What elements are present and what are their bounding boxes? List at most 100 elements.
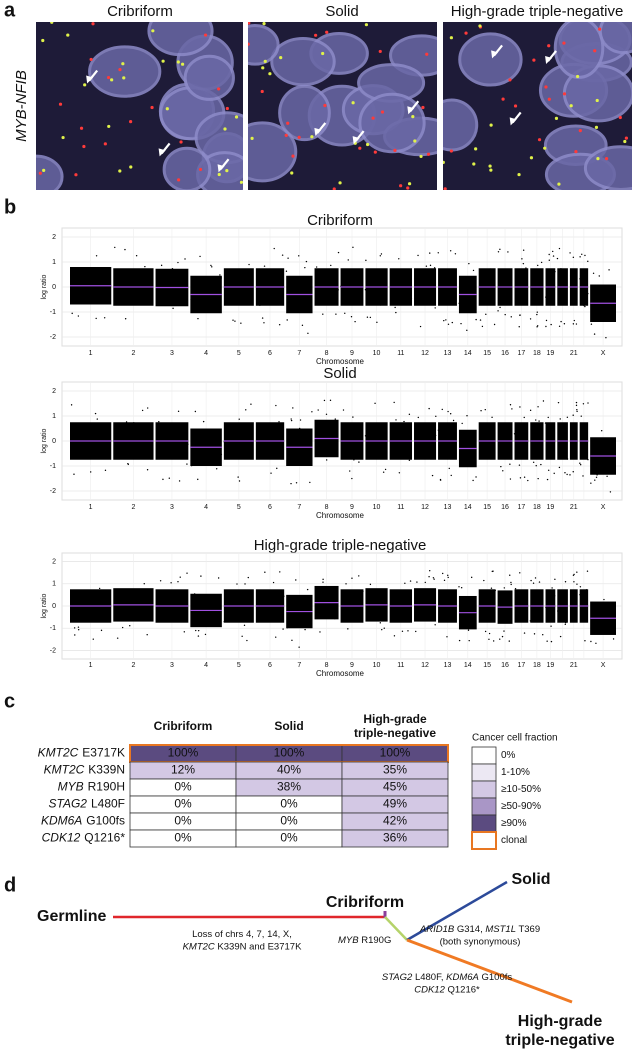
x-tick-label: 3 <box>170 662 174 669</box>
gene-name: KMT2C <box>44 763 85 777</box>
outlier-point <box>509 463 511 465</box>
outlier-point <box>117 271 119 273</box>
outlier-point <box>537 406 539 408</box>
fish-signal <box>198 167 203 172</box>
outlier-point <box>521 258 523 260</box>
outlier-point <box>470 576 473 579</box>
outlier-point <box>519 314 521 316</box>
outlier-point <box>612 638 615 640</box>
outlier-point <box>499 248 501 251</box>
outlier-point <box>545 325 547 328</box>
fish-signal <box>501 97 505 101</box>
outlier-point <box>77 626 80 628</box>
micrograph <box>36 22 243 190</box>
y-tick-label: 1 <box>52 581 56 588</box>
outlier-point <box>460 322 462 325</box>
outlier-point <box>584 441 586 444</box>
outlier-point <box>73 627 76 629</box>
outlier-point <box>516 423 519 426</box>
fish-signal <box>598 27 602 31</box>
outlier-point <box>241 291 244 294</box>
x-tick-label: 13 <box>444 350 452 357</box>
outlier-point <box>290 418 292 420</box>
outlier-point <box>503 587 506 589</box>
column-header: Cribriform <box>154 719 213 733</box>
legend-label: ≥50-90% <box>501 801 541 812</box>
fish-signal <box>393 148 397 152</box>
outlier-point <box>508 640 510 642</box>
x-tick-label: 19 <box>547 662 555 669</box>
variant: Q1216* <box>84 831 125 845</box>
arrow-head <box>314 127 322 136</box>
outlier-point <box>510 583 512 586</box>
outlier-point <box>179 576 181 578</box>
outlier-point <box>124 248 126 251</box>
fish-signal <box>310 135 314 139</box>
outlier-point <box>423 287 425 290</box>
outlier-point <box>278 289 281 291</box>
outlier-point <box>107 446 110 448</box>
outlier-point <box>270 455 272 457</box>
fish-signal <box>574 150 578 154</box>
outlier-point <box>536 313 538 316</box>
row-label: MYB R190H <box>58 780 125 794</box>
outlier-point <box>559 621 562 623</box>
outlier-point <box>318 594 320 597</box>
outlier-point <box>519 456 522 458</box>
chart-title: Solid <box>323 365 356 382</box>
outlier-point <box>264 619 266 621</box>
outlier-point <box>120 291 123 293</box>
outlier-point <box>141 409 144 412</box>
fish-signal <box>557 182 561 186</box>
outlier-point <box>382 594 384 596</box>
panel-letter: b <box>4 196 16 218</box>
cell-value: 49% <box>383 797 407 811</box>
fish-signal <box>223 127 227 131</box>
outlier-point <box>519 477 522 479</box>
outlier-point <box>344 291 347 293</box>
outlier-point <box>171 268 174 270</box>
outlier-point <box>264 571 266 573</box>
cell-value: 40% <box>277 763 301 777</box>
outlier-point <box>562 285 565 287</box>
fish-signal <box>262 22 266 26</box>
outlier-point <box>475 476 477 478</box>
outlier-point <box>492 640 495 642</box>
outlier-point <box>467 441 469 444</box>
fish-signal <box>225 106 229 111</box>
fish-signal <box>122 76 126 80</box>
outlier-point <box>533 633 536 635</box>
outlier-point <box>522 249 525 251</box>
outlier-point <box>428 407 430 410</box>
outlier-point <box>527 479 529 482</box>
outlier-point <box>276 467 278 470</box>
y-tick-label: 1 <box>52 259 56 266</box>
fish-signal <box>284 133 288 137</box>
variant: L480F <box>91 797 125 811</box>
gene-name: KMT2C <box>38 746 79 760</box>
variant: E3717K <box>82 746 125 760</box>
outlier-point <box>199 255 201 258</box>
outlier-point <box>468 639 470 642</box>
branch <box>384 916 408 941</box>
outlier-point <box>441 572 444 575</box>
outlier-point <box>519 448 522 451</box>
outlier-point <box>581 599 583 601</box>
outlier-point <box>200 432 202 435</box>
cell-value: 0% <box>280 814 298 828</box>
outlier-point <box>454 253 457 255</box>
outlier-point <box>536 326 538 328</box>
branch <box>406 938 573 1004</box>
fish-signal <box>532 58 536 62</box>
outlier-point <box>263 322 265 324</box>
outlier-point <box>181 426 183 428</box>
outlier-point <box>562 430 564 433</box>
branch-annotation: STAG2 L480F, KDM6A G100fs <box>382 972 513 983</box>
outlier-point <box>223 621 225 623</box>
outlier-point <box>487 434 489 437</box>
outlier-point <box>459 301 461 303</box>
legend-swatch <box>471 780 497 799</box>
x-tick-label: 6 <box>268 504 272 511</box>
fish-signal <box>129 165 133 169</box>
fish-signal <box>42 168 46 172</box>
